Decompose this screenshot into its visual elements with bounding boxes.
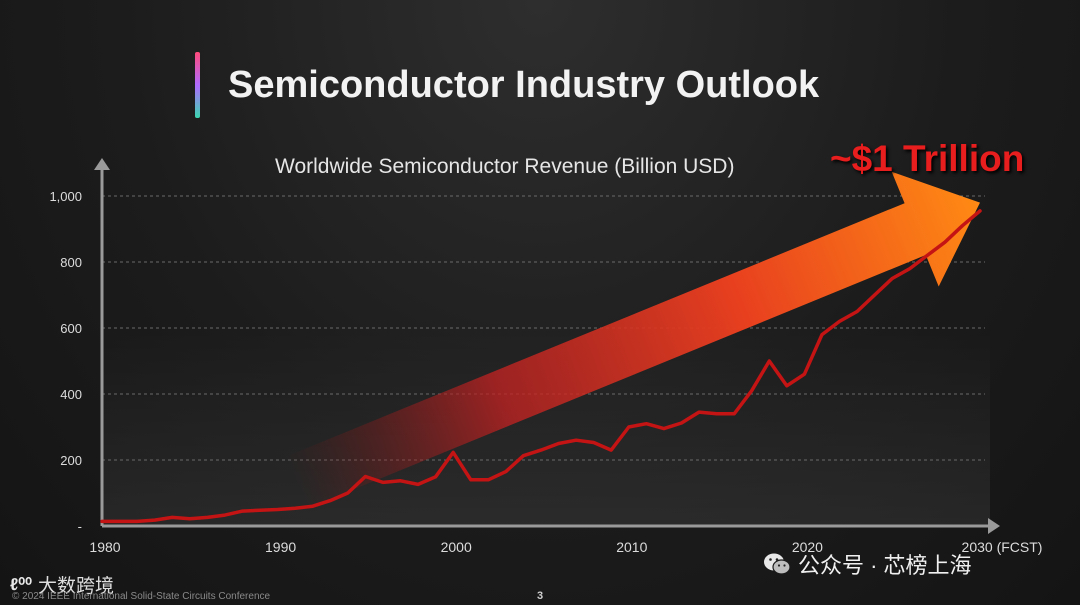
- y-tick-label: 1,000: [49, 189, 82, 204]
- page-number: 3: [537, 590, 544, 602]
- x-axis-arrowhead: [988, 518, 1000, 534]
- revenue-line: [100, 209, 982, 524]
- y-axis-arrowhead: [94, 158, 110, 170]
- x-tick-label: 1990: [265, 539, 296, 555]
- chart-title: Worldwide Semiconductor Revenue (Billion…: [275, 155, 735, 178]
- y-tick-label: 200: [60, 453, 82, 468]
- copyright-footer: © 2024 IEEE International Solid-State Ci…: [12, 591, 271, 602]
- watermark-right-text: 公众号 · 芯榜上海: [798, 553, 972, 578]
- watermark-left: ℓ⁰⁰ 大数跨境: [10, 571, 114, 598]
- y-tick-label: -: [78, 519, 82, 534]
- x-tick-label: 2010: [616, 539, 647, 555]
- x-tick-label: 2020: [792, 539, 823, 555]
- wechat-icon: [764, 553, 791, 575]
- x-tick-label: 1980: [89, 539, 120, 555]
- y-tick-label: 400: [60, 387, 82, 402]
- trillion-callout: ~$1 Trillion: [830, 138, 1025, 179]
- title-accent-bar: [195, 52, 200, 118]
- watermark-right: 公众号 · 芯榜上海: [762, 548, 972, 580]
- x-tick-label: 2000: [441, 539, 472, 555]
- trend-arrow: [284, 171, 980, 510]
- brand-logo-icon: ℓ⁰⁰: [10, 574, 32, 594]
- y-tick-label: 600: [60, 321, 82, 336]
- x-tick-label: 2030 (FCST): [962, 539, 1043, 555]
- y-tick-label: 800: [60, 255, 82, 270]
- watermark-left-text: 大数跨境: [37, 576, 114, 597]
- slide-title: Semiconductor Industry Outlook: [228, 64, 820, 106]
